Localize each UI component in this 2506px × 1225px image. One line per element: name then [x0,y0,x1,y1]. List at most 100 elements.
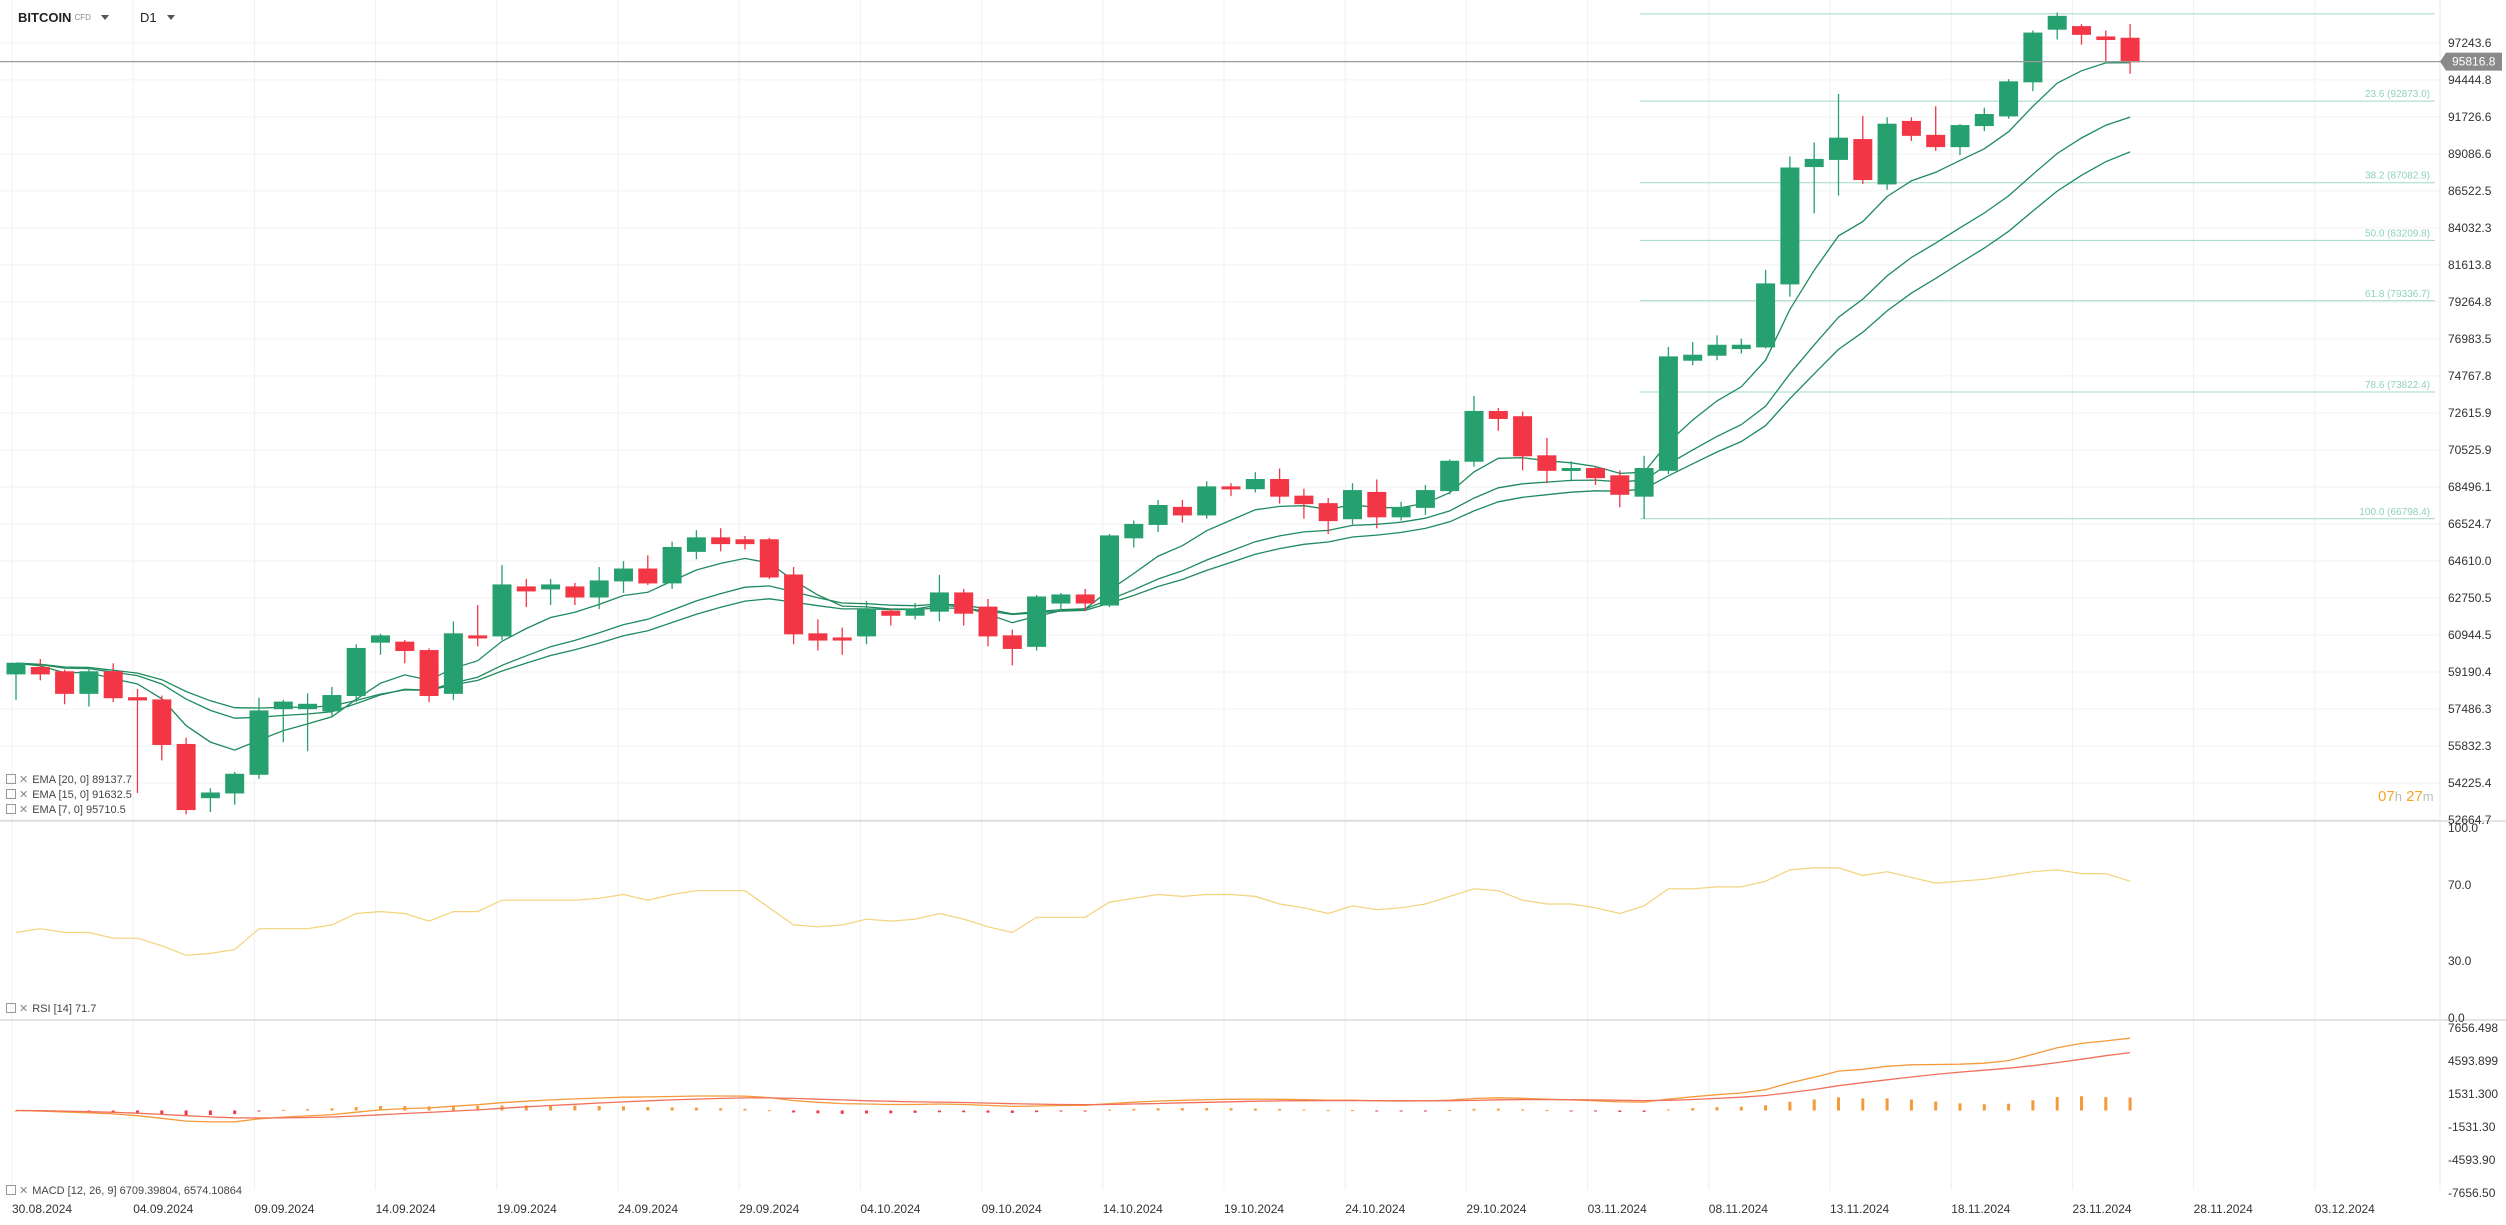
macd-histogram-bar [1837,1097,1840,1111]
macd-histogram-bar [1958,1103,1962,1111]
price-tick-label: 89086.6 [2448,147,2492,161]
macd-histogram-bar [1472,1108,1476,1111]
candle-down [128,697,147,701]
candle-up [589,580,609,598]
symbol-selector[interactable]: BITCOIN CFD [18,10,109,25]
macd-histogram-bar [160,1110,164,1114]
close-icon[interactable]: ✕ [19,1185,29,1197]
macd-histogram-bar [694,1107,698,1111]
candle-up [1415,490,1435,508]
candle-down [1488,410,1508,419]
candle-up [273,701,293,710]
macd-histogram-bar [208,1110,212,1116]
macd-histogram-bar [1083,1110,1087,1112]
macd-histogram-bar [1375,1110,1379,1112]
macd-histogram-bar [306,1109,310,1111]
price-tick-label: 68496.1 [2448,480,2492,494]
legend-macd[interactable]: ✕ MACD [12, 26, 9] 6709.39804, 6574.10864 [6,1184,242,1197]
macd-histogram-bar [1812,1099,1816,1111]
chart-toolbar: BITCOIN CFD D1 [0,0,400,36]
candle-down [1926,134,1946,148]
candle-up [225,773,245,794]
candle-down [1172,506,1192,516]
date-tick-label: 03.11.2024 [1588,1202,1647,1216]
legend-ema20[interactable]: ✕ EMA [20, 0] 89137.7 [6,773,132,786]
date-tick-label: 30.08.2024 [12,1202,72,1216]
fib-level-label: 50.0 (83209.8) [2365,228,2430,239]
settings-icon[interactable] [6,1185,16,1195]
macd-histogram-bar [1156,1108,1160,1111]
legend-ema7-label: EMA [7, 0] 95710.5 [32,804,126,816]
legend-ema15[interactable]: ✕ EMA [15, 0] 91632.5 [6,788,132,801]
candle-up [1756,283,1776,348]
candle-down [516,586,536,592]
candle-up [1197,486,1217,516]
candle-down [881,610,901,616]
settings-icon[interactable] [6,1003,16,1013]
macd-histogram-bar [184,1110,188,1116]
price-tick-label: 76983.5 [2448,332,2492,346]
rsi-tick-label: 70.0 [2448,878,2472,892]
price-tick-label: 74767.8 [2448,369,2492,383]
price-tick-label: 60944.5 [2448,628,2492,642]
close-icon[interactable]: ✕ [19,774,29,786]
timeframe-selector[interactable]: D1 [140,10,175,25]
legend-ema7[interactable]: ✕ EMA [7, 0] 95710.5 [6,803,126,816]
macd-histogram-bar [1132,1108,1136,1111]
macd-histogram-bar [476,1105,480,1111]
candle-down [2120,37,2140,63]
close-icon[interactable]: ✕ [19,1003,29,1015]
candle-up [1731,344,1751,350]
macd-histogram-bar [1885,1098,1889,1111]
legend-rsi[interactable]: ✕ RSI [14] 71.7 [6,1002,96,1015]
candle-down [954,592,974,614]
macd-signal-line [15,1051,2131,1119]
candle-down [1610,475,1630,495]
candle-down [1318,503,1338,522]
close-icon[interactable]: ✕ [19,789,29,801]
candle-down [832,637,852,641]
date-tick-label: 19.09.2024 [497,1202,557,1216]
date-tick-label: 23.11.2024 [2072,1202,2131,1216]
candle-up [1683,354,1703,361]
settings-icon[interactable] [6,789,16,799]
date-tick-label: 08.11.2024 [1709,1202,1768,1216]
macd-histogram-bar [1521,1109,1525,1111]
macd-histogram-bar [986,1110,990,1113]
macd-line [15,1037,2131,1123]
macd-histogram-bar [1205,1108,1209,1111]
legend-macd-label: MACD [12, 26, 9] 6709.39804, 6574.10864 [32,1185,242,1197]
candle-down [978,606,998,637]
macd-histogram-bar [2080,1096,2083,1111]
candle-up [929,592,949,612]
candle-up [371,635,390,643]
candle-down [419,650,439,697]
macd-histogram-bar [1326,1110,1330,1112]
date-tick-label: 24.09.2024 [618,1202,678,1216]
macd-tick-label: -7656.50 [2448,1186,2496,1200]
close-icon[interactable]: ✕ [19,804,29,816]
macd-histogram-bar [1618,1110,1622,1112]
price-tick-label: 62750.5 [2448,591,2492,605]
macd-histogram-bar [1448,1110,1452,1112]
ema-20-line [15,151,2131,709]
macd-histogram-bar [573,1105,577,1111]
price-tick-label: 70525.9 [2448,443,2492,457]
settings-icon[interactable] [6,774,16,784]
candle-down [2096,36,2116,41]
current-price-tag [2440,52,2502,71]
rsi-tick-label: 30.0 [2448,954,2472,968]
candle-up [1658,356,1678,471]
macd-tick-label: 4593.899 [2448,1054,2498,1068]
macd-histogram-bar [1035,1110,1039,1113]
macd-histogram-bar [1180,1108,1184,1111]
macd-histogram-bar [1861,1098,1865,1111]
candle-down [784,574,804,635]
candle-up [443,633,463,694]
settings-icon[interactable] [6,804,16,814]
candle-up [200,792,220,799]
fib-level-label: 23.6 (92873.0) [2365,89,2430,100]
fib-level-label: 61.8 (79336.7) [2365,289,2430,300]
macd-histogram-bar [767,1110,771,1112]
